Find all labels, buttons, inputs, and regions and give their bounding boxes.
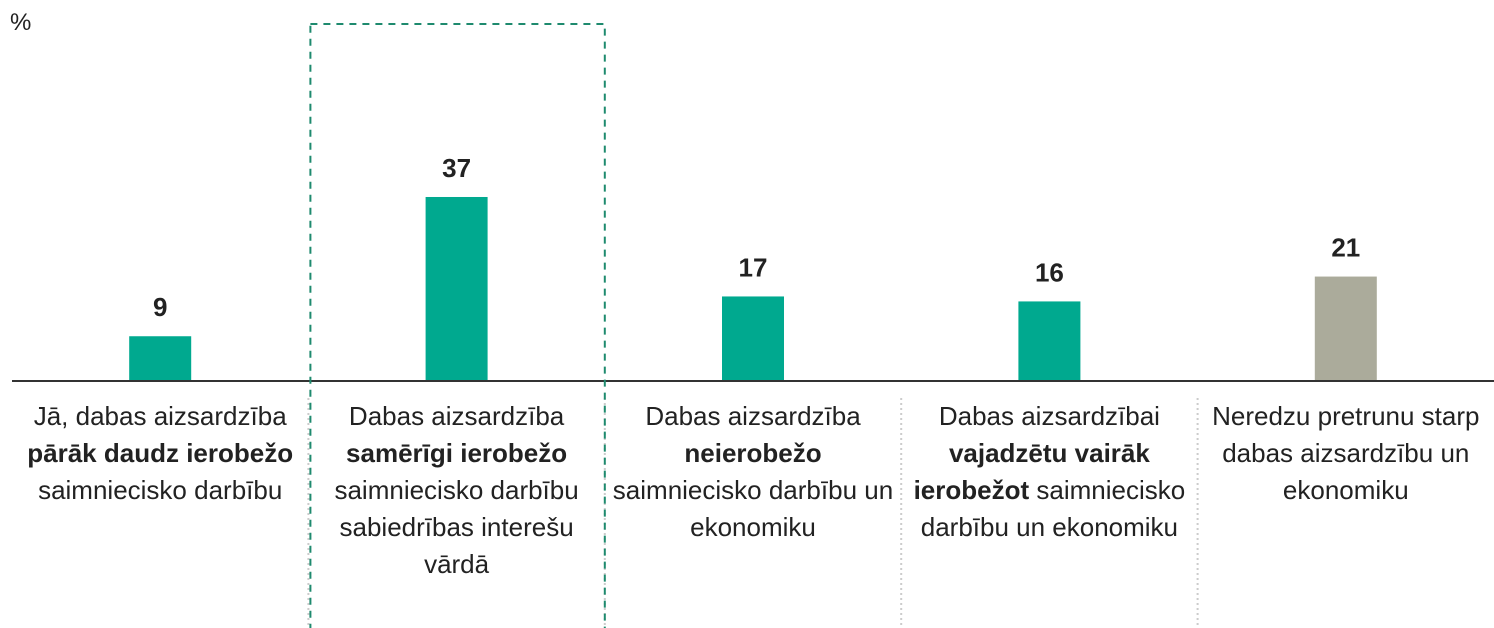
x-tick-label: Dabas aizsardzība neierobežo saimniecisk… xyxy=(611,398,895,546)
value-label: 16 xyxy=(1035,257,1064,287)
label-text: Dabas aizsardzība xyxy=(348,401,565,431)
label-text: saimniecisko darbību un ekonomiku xyxy=(920,475,1186,542)
label-text: saimniecisko darbību xyxy=(38,475,283,505)
label-text: saimniecisko darbību un ekonomiku xyxy=(612,475,894,542)
value-label: 21 xyxy=(1331,233,1360,263)
x-tick-label: Dabas aizsardzībai vajadzētu vairāk iero… xyxy=(907,398,1191,546)
label-emphasis: neierobežo xyxy=(684,438,822,468)
label-emphasis: vajadzētu vairāk ierobežot xyxy=(913,438,1150,505)
bar xyxy=(425,196,488,381)
label-emphasis: pārāk daudz ierobežo xyxy=(27,438,294,468)
bar xyxy=(129,336,192,381)
label-text: Jā, dabas aizsardzība xyxy=(33,401,287,431)
bar xyxy=(722,296,784,381)
bar xyxy=(1314,276,1377,381)
highlight-box xyxy=(309,23,606,628)
value-label: 37 xyxy=(442,153,471,183)
x-tick-label: Neredzu pretrunu starp dabas aizsardzību… xyxy=(1204,398,1488,509)
value-label: 9 xyxy=(153,292,167,322)
x-tick-label: Dabas aizsardzība samērīgi ierobežo saim… xyxy=(315,398,599,583)
value-label: 17 xyxy=(739,252,768,282)
label-text: saimniecisko darbību sabiedrības intereš… xyxy=(334,475,579,579)
y-unit-label: % xyxy=(10,9,31,36)
label-text: Dabas aizsardzībai xyxy=(938,401,1160,431)
bar xyxy=(1018,301,1081,381)
label-text: Dabas aizsardzība xyxy=(645,401,861,431)
label-emphasis: samērīgi ierobežo xyxy=(346,438,568,468)
x-tick-label: Jā, dabas aizsardzība pārāk daudz ierobe… xyxy=(18,398,302,509)
label-text: Neredzu pretrunu starp dabas aizsardzību… xyxy=(1212,401,1480,505)
